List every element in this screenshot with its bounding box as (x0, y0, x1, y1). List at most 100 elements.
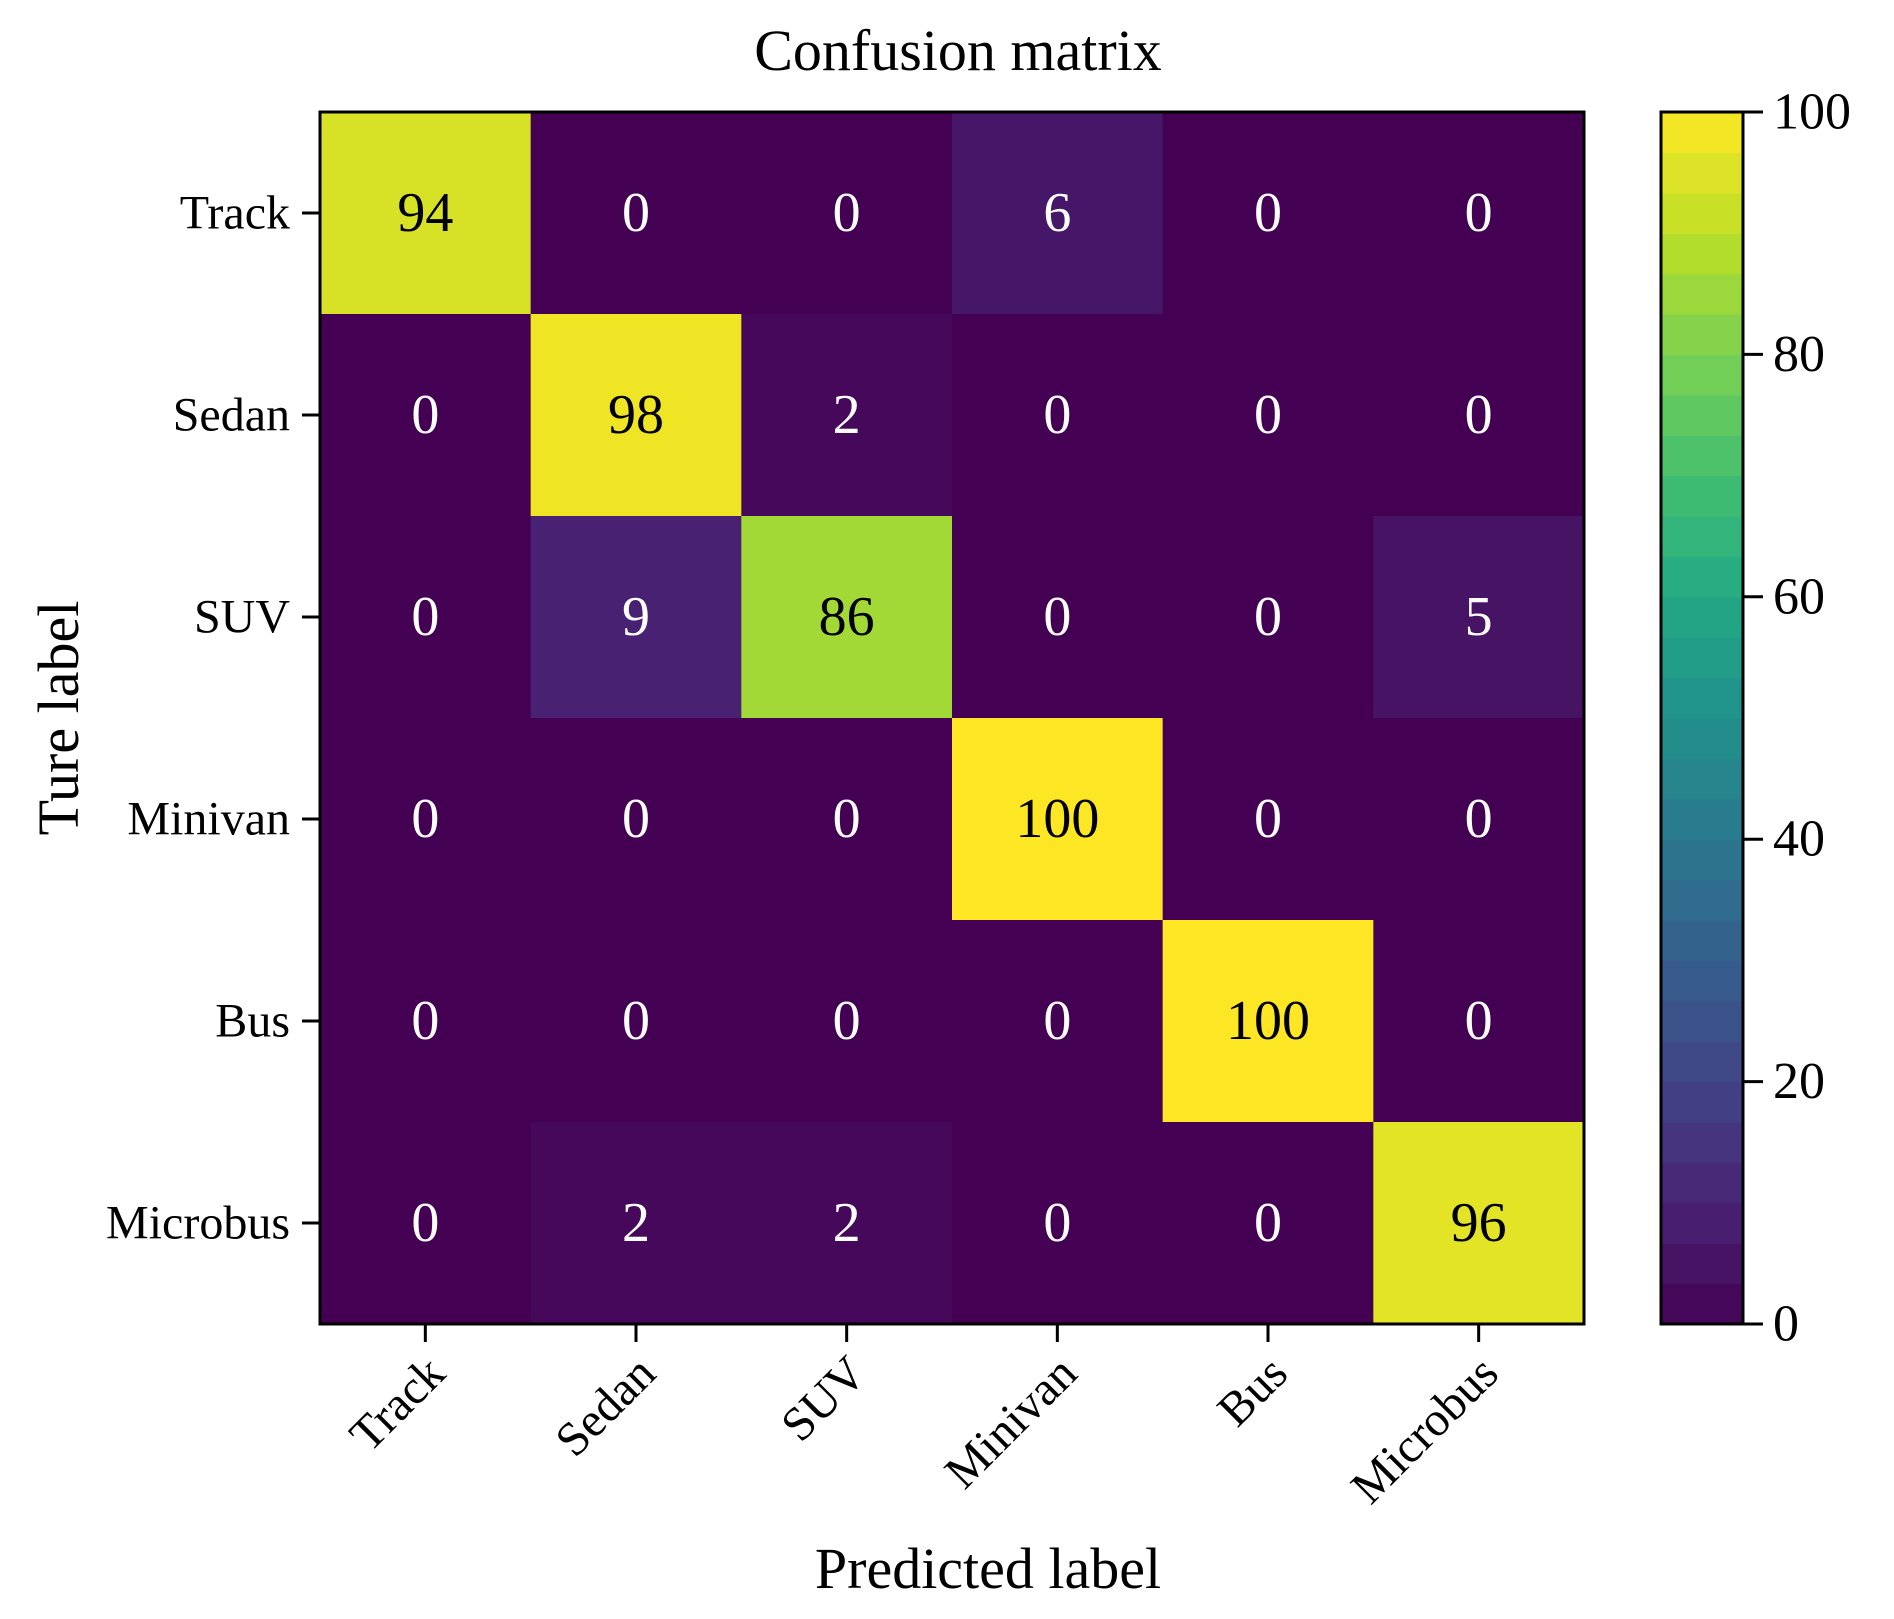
cell-value-0-1: 0 (622, 182, 650, 244)
cell-5-5 (1373, 1122, 1585, 1325)
colorbar-segment-1 (1661, 1243, 1743, 1285)
heatmap-cell-labels: 94 0 0 6 0 0 0 98 2 0 0 0 0 9 86 0 0 5 0 0 0 100 0 0 0 0 0 0 100 0 0 2 2… (397, 182, 1506, 1254)
cell-value-5-3: 0 (1043, 1192, 1071, 1254)
cell-2-2 (741, 516, 953, 719)
colorbar-segment-6 (1661, 1041, 1743, 1083)
y-tick-label-0: Track (180, 187, 290, 240)
cell-value-4-0: 0 (411, 990, 439, 1052)
x-tick-label-1: Sedan (545, 1346, 665, 1466)
colorbar-segment-21 (1661, 435, 1743, 477)
y-tick-label-1: Sedan (173, 389, 290, 442)
cell-value-3-4: 0 (1254, 788, 1282, 850)
x-tick-label-4: Bus (1207, 1346, 1297, 1436)
colorbar-segment-12 (1661, 798, 1743, 840)
colorbar-segment-15 (1661, 677, 1743, 719)
colorbar-segment-7 (1661, 1000, 1743, 1042)
colorbar-segment-4 (1661, 1122, 1743, 1163)
colorbar-segment-18 (1661, 556, 1743, 598)
cell-value-4-5: 0 (1465, 990, 1493, 1052)
cell-value-2-0: 0 (411, 586, 439, 648)
cell-5-4 (1162, 1122, 1374, 1325)
cell-value-5-1: 2 (622, 1192, 650, 1254)
x-tick-label-2: SUV (771, 1346, 877, 1452)
colorbar-segment-23 (1661, 354, 1743, 396)
cell-value-5-2: 2 (833, 1192, 861, 1254)
cell-value-0-2: 0 (833, 182, 861, 244)
cell-value-2-3: 0 (1043, 586, 1071, 648)
cell-4-2 (741, 920, 953, 1123)
colorbar-tick-label-5: 100 (1773, 84, 1851, 141)
cell-3-4 (1162, 718, 1374, 921)
cell-5-1 (530, 1122, 742, 1325)
colorbar-segment-27 (1661, 192, 1743, 234)
colorbar-segment-0 (1661, 1283, 1743, 1325)
cell-value-3-2: 0 (833, 788, 861, 850)
y-axis-ticks: Track Sedan SUV Minivan Bus Microbus (106, 187, 320, 1250)
x-tick-label-3: Minivan (935, 1346, 1087, 1498)
x-axis-ticks: Track Sedan SUV Minivan Bus Microbus (340, 1324, 1509, 1514)
cell-1-1 (530, 314, 742, 517)
cell-3-5 (1373, 718, 1585, 921)
colorbar-segment-29 (1661, 112, 1743, 153)
cell-4-0 (320, 920, 532, 1123)
cell-4-5 (1373, 920, 1585, 1123)
cell-1-5 (1373, 314, 1585, 517)
cell-5-0 (320, 1122, 532, 1325)
cell-1-3 (952, 314, 1164, 517)
cell-2-0 (320, 516, 532, 719)
colorbar-segment-14 (1661, 718, 1743, 759)
plot-frame (318, 110, 1586, 1326)
cell-value-2-2: 86 (819, 586, 875, 648)
y-tick-label-2: SUV (194, 591, 290, 644)
y-tick-label-4: Bus (215, 995, 290, 1048)
cell-value-2-4: 0 (1254, 586, 1282, 648)
cell-0-0 (320, 112, 532, 315)
colorbar-segment-5 (1661, 1081, 1743, 1123)
cell-5-3 (952, 1122, 1164, 1325)
cell-3-1 (530, 718, 742, 921)
colorbar-segment-28 (1661, 152, 1743, 194)
colorbar-segment-19 (1661, 516, 1743, 557)
cell-3-3 (952, 718, 1164, 921)
cell-value-1-1: 98 (608, 384, 664, 446)
cell-value-3-1: 0 (622, 788, 650, 850)
cell-value-1-2: 2 (833, 384, 861, 446)
cell-value-3-3: 100 (1015, 788, 1099, 850)
cell-value-4-1: 0 (622, 990, 650, 1052)
colorbar-segment-10 (1661, 879, 1743, 921)
cell-2-1 (530, 516, 742, 719)
cell-value-3-5: 0 (1465, 788, 1493, 850)
colorbar-segment-24 (1661, 314, 1743, 355)
colorbar-segment-2 (1661, 1202, 1743, 1244)
cell-value-0-0: 94 (397, 182, 453, 244)
cell-value-1-0: 0 (411, 384, 439, 446)
colorbar-segment-9 (1661, 920, 1743, 961)
cell-0-3 (952, 112, 1164, 315)
cell-2-4 (1162, 516, 1374, 719)
x-tick-label-5: Microbus (1341, 1346, 1509, 1514)
cell-value-3-0: 0 (411, 788, 439, 850)
cell-value-2-1: 9 (622, 586, 650, 648)
cell-value-4-2: 0 (833, 990, 861, 1052)
cell-4-1 (530, 920, 742, 1123)
colorbar-segment-13 (1661, 758, 1743, 800)
colorbar-segment-22 (1661, 394, 1743, 436)
colorbar-tick-label-3: 60 (1773, 568, 1825, 625)
colorbar-segment-25 (1661, 273, 1743, 315)
colorbar-segment-17 (1661, 596, 1743, 638)
cell-value-1-3: 0 (1043, 384, 1071, 446)
cell-value-2-5: 5 (1465, 586, 1493, 648)
cell-value-1-5: 0 (1465, 384, 1493, 446)
cell-4-4 (1162, 920, 1374, 1123)
colorbar-frame (1659, 110, 1745, 1326)
y-axis-label: Ture label (26, 601, 91, 836)
cell-2-5 (1373, 516, 1585, 719)
colorbar-segment-11 (1661, 839, 1743, 881)
cell-5-2 (741, 1122, 953, 1325)
colorbar: 0 20 40 60 80 100 (1659, 84, 1851, 1353)
cell-4-3 (952, 920, 1164, 1123)
heatmap-cells (320, 112, 1585, 1325)
colorbar-tick-label-2: 40 (1773, 811, 1825, 868)
chart-title: Confusion matrix (754, 18, 1162, 83)
